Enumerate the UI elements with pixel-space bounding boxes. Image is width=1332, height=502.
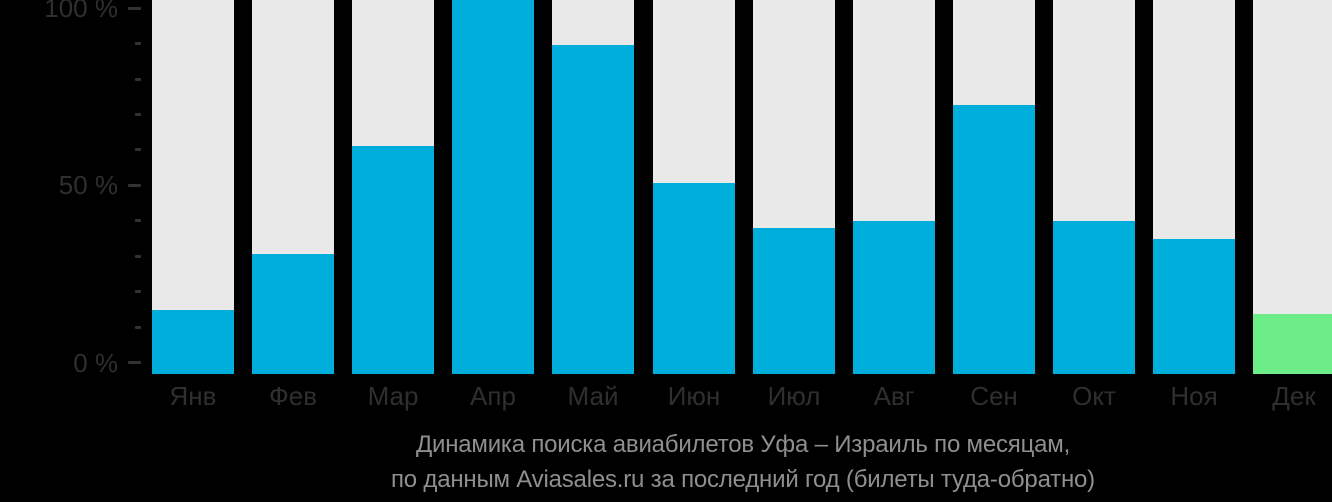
bar-0 xyxy=(152,310,234,374)
y-axis-tick-0 xyxy=(128,361,141,364)
y-axis-label-100: 100 % xyxy=(44,0,118,24)
bar-track-5 xyxy=(653,0,735,374)
bar-8 xyxy=(953,105,1035,374)
x-axis-label-2: Мар xyxy=(367,381,419,411)
y-axis-tick-70 xyxy=(135,113,141,117)
x-axis-label-6: Июл xyxy=(767,381,821,411)
bar-track-9 xyxy=(1053,0,1135,374)
y-axis-tick-50 xyxy=(128,183,141,187)
bar-track-2 xyxy=(352,0,434,374)
chart-caption: Динамика поиска авиабилетов Уфа – Израил… xyxy=(152,427,1332,497)
y-axis-tick-80 xyxy=(135,77,141,81)
bar-track-4 xyxy=(552,0,634,374)
x-axis-label-10: Ноя xyxy=(1170,381,1218,411)
bar-3 xyxy=(452,0,534,374)
bar-9 xyxy=(1053,221,1135,374)
bar-track-8 xyxy=(953,0,1035,374)
y-axis-tick-20 xyxy=(135,290,141,294)
bar-track-6 xyxy=(753,0,835,374)
caption-line-2: по данным Aviasales.ru за последний год … xyxy=(391,466,1095,493)
y-axis-tick-60 xyxy=(135,148,141,152)
x-axis-label-7: Авг xyxy=(873,381,915,411)
bar-track-1 xyxy=(252,0,334,374)
y-axis-tick-40 xyxy=(135,219,141,223)
caption-line-1: Динамика поиска авиабилетов Уфа – Израил… xyxy=(415,431,1071,458)
y-axis-label-0: 0 % xyxy=(73,347,118,378)
bar-11 xyxy=(1253,314,1332,374)
bar-6 xyxy=(753,228,835,374)
bar-track-0 xyxy=(152,0,234,374)
bar-7 xyxy=(853,221,935,374)
x-axis-label-4: Май xyxy=(567,381,619,411)
bar-5 xyxy=(653,183,735,374)
y-axis-tick-30 xyxy=(135,254,141,258)
y-axis-tick-10 xyxy=(135,325,141,329)
bar-track-7 xyxy=(853,0,935,374)
y-axis-tick-100 xyxy=(128,6,141,10)
bar-10 xyxy=(1153,239,1235,374)
bar-track-3 xyxy=(452,0,534,374)
x-axis-label-0: Янв xyxy=(169,381,217,411)
y-axis-label-50: 50 % xyxy=(58,170,118,201)
x-axis-label-3: Апр xyxy=(470,381,516,411)
x-axis-label-8: Сен xyxy=(970,381,1018,411)
bar-4 xyxy=(552,45,634,374)
bar-track-10 xyxy=(1153,0,1235,374)
x-axis-label-9: Окт xyxy=(1072,381,1116,411)
bar-1 xyxy=(252,254,334,374)
bar-2 xyxy=(352,146,434,374)
x-axis-label-1: Фев xyxy=(268,381,318,411)
bar-track-11 xyxy=(1253,0,1332,374)
x-axis-label-11: Дек xyxy=(1272,381,1316,411)
x-axis-label-5: Июн xyxy=(667,381,721,411)
y-axis-tick-90 xyxy=(135,42,141,46)
